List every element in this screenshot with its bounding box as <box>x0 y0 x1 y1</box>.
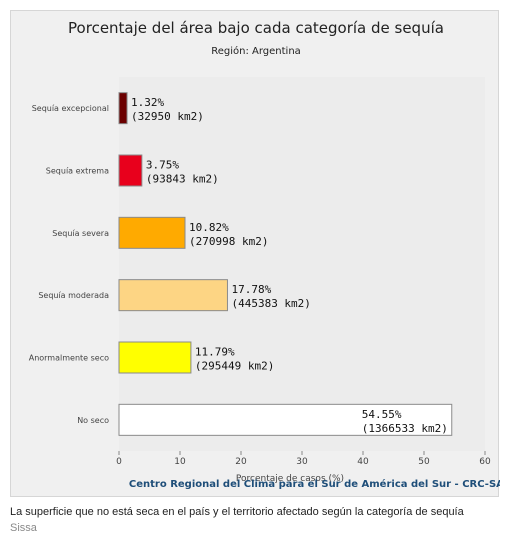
category-label: Anormalmente seco <box>29 354 109 363</box>
category-label: No seco <box>77 416 109 425</box>
data-label-area: (270998 km2) <box>189 235 268 248</box>
data-label-percent: 17.78% <box>231 283 271 296</box>
data-label-area: (1366533 km2) <box>362 422 448 435</box>
figure-caption: La superficie que no está seca en el paí… <box>10 506 464 518</box>
data-label-area: (295449 km2) <box>195 360 274 373</box>
x-tick-label: 20 <box>235 457 247 467</box>
x-axis-label: Porcentaje de casos (%) <box>236 474 344 484</box>
x-tick-label: 60 <box>479 457 491 467</box>
data-label-percent: 10.82% <box>189 221 229 234</box>
bar[interactable] <box>118 279 228 312</box>
chart-title: Porcentaje del área bajo cada categoría … <box>68 19 444 37</box>
x-tick-label: 10 <box>174 457 186 467</box>
data-label-area: (445383 km2) <box>231 297 310 310</box>
bar[interactable] <box>118 154 143 187</box>
chart-subtitle: Región: Argentina <box>211 45 301 57</box>
bar[interactable] <box>118 92 128 125</box>
bar[interactable] <box>118 403 453 436</box>
data-label-percent: 3.75% <box>146 159 179 172</box>
data-label-area: (32950 km2) <box>131 110 204 123</box>
image-credit: Sissa <box>10 522 37 534</box>
bar[interactable] <box>118 216 186 249</box>
category-label: Sequía moderada <box>38 291 109 300</box>
x-tick-label: 40 <box>357 457 369 467</box>
x-tick-label: 30 <box>296 457 308 467</box>
source-text: Centro Regional del Clima para el Sur de… <box>129 478 500 490</box>
data-label-percent: 11.79% <box>195 346 235 359</box>
drought-bar-chart: Porcentaje del área bajo cada categoría … <box>29 19 500 490</box>
data-label-percent: 54.55% <box>362 408 402 421</box>
data-label-percent: 1.32% <box>131 96 164 109</box>
x-tick-label: 50 <box>418 457 430 467</box>
plot-background <box>119 77 485 451</box>
bar[interactable] <box>118 341 192 374</box>
x-tick-label: 0 <box>116 457 122 467</box>
plot-area: Sequía excepcional 1.32%(32950 km2) Sequía… <box>29 77 491 467</box>
category-label: Sequía severa <box>52 229 109 238</box>
data-label-area: (93843 km2) <box>146 173 219 186</box>
category-label: Sequía extrema <box>46 167 109 176</box>
category-label: Sequía excepcional <box>32 104 109 113</box>
chart-panel: Porcentaje del área bajo cada categoría … <box>10 10 500 497</box>
